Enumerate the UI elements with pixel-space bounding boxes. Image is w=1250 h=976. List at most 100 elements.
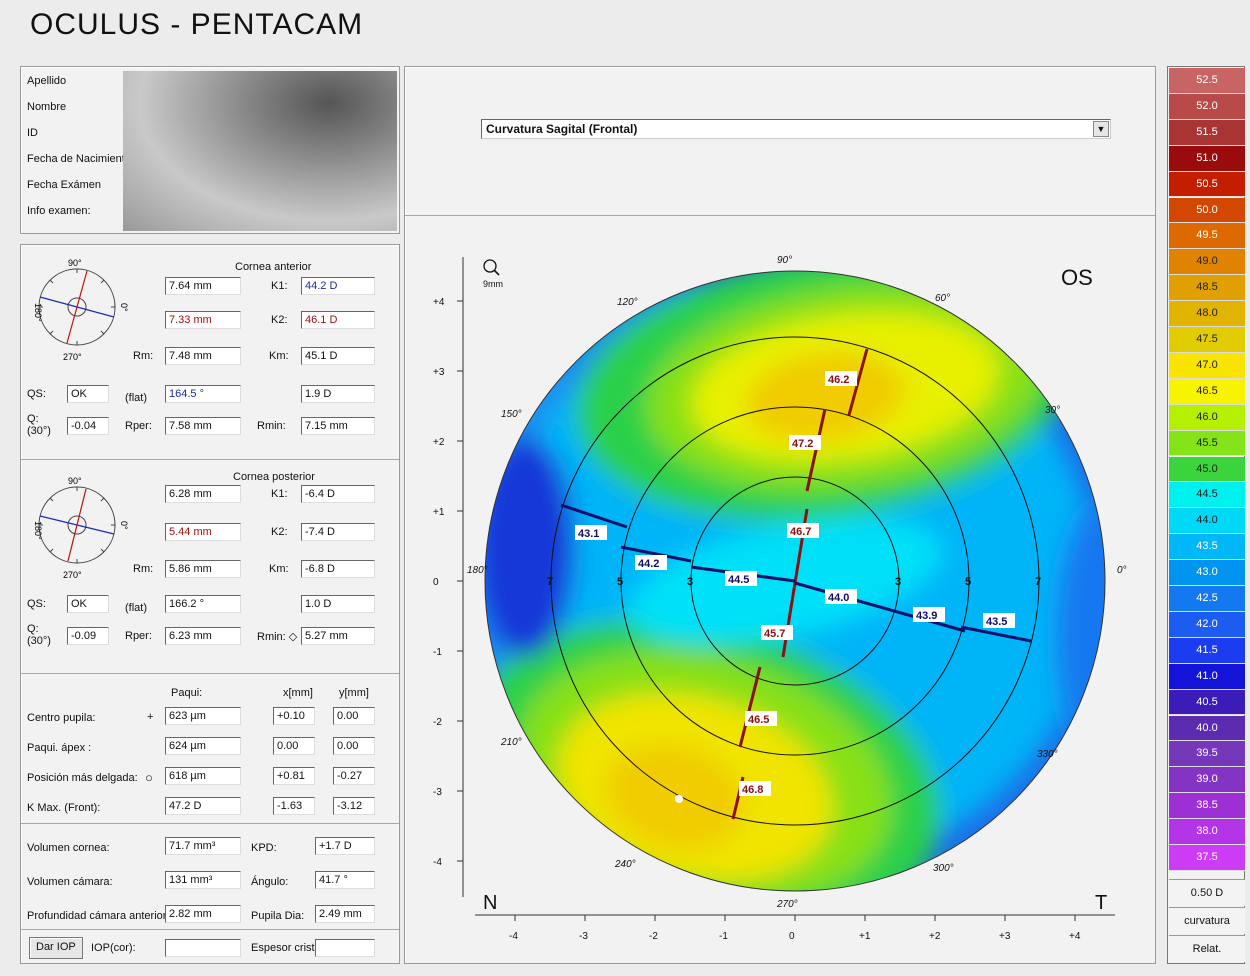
map-type-dropdown[interactable]: Curvatura Sagital (Frontal) ▼ [481, 119, 1111, 139]
ring-7mm [550, 336, 1040, 826]
pachy-row-y[interactable]: 0.00 [333, 707, 375, 725]
vol-camara-field[interactable]: 131 mm³ [165, 871, 241, 889]
pachy-row-y[interactable]: -0.27 [333, 767, 375, 785]
posterior-header: Cornea posterior [233, 471, 315, 483]
anterior-rper-field[interactable]: 7.58 mm [165, 417, 241, 435]
pachy-row-y[interactable]: -3.12 [333, 797, 375, 815]
steep-value: 45.7 [764, 628, 785, 640]
posterior-axis-90: 90° [68, 476, 82, 486]
scale-cell: 46.5 [1169, 378, 1245, 405]
pachy-row-value[interactable]: 624 µm [165, 737, 241, 755]
anterior-rmin-field[interactable]: 7.15 mm [301, 417, 375, 435]
ring-label: 5 [965, 576, 971, 588]
posterior-rmin-field[interactable]: 5.27 mm [301, 627, 375, 645]
posterior-k2-field[interactable]: -7.4 D [301, 523, 375, 541]
posterior-r2-field[interactable]: 5.44 mm [165, 523, 241, 541]
chevron-down-icon[interactable]: ▼ [1093, 121, 1109, 137]
posterior-km-field[interactable]: -6.8 D [301, 560, 375, 578]
angle-label: 120° [617, 297, 638, 308]
anterior-qs-field[interactable]: OK [67, 385, 109, 403]
posterior-rm-label: Rm: [133, 563, 154, 575]
pachy-col-x: x[mm] [283, 687, 313, 699]
flat-value: 44.2 [638, 558, 659, 570]
anterior-km-field[interactable]: 45.1 D [301, 347, 375, 365]
angle-label: 30° [1045, 405, 1060, 416]
anterior-r2-field[interactable]: 7.33 mm [165, 311, 241, 329]
anterior-axis-90: 90° [68, 258, 82, 268]
anterior-k2-field[interactable]: 46.1 D [301, 311, 375, 329]
scale-cell: 48.0 [1169, 301, 1245, 327]
pachy-row-label: Paqui. ápex : [27, 742, 92, 754]
anterior-k1-field[interactable]: 44.2 D [301, 277, 375, 295]
posterior-qs-label: QS: [27, 598, 46, 610]
scale-cell: 50.5 [1169, 171, 1245, 198]
pachy-row-value[interactable]: 623 µm [165, 707, 241, 725]
iop-field[interactable] [165, 939, 241, 957]
angle-label: 60° [935, 293, 950, 304]
posterior-axis-field[interactable]: 166.2 ° [165, 595, 241, 613]
kmax-marker [675, 795, 683, 803]
anterior-r1-field[interactable]: 7.64 mm [165, 277, 241, 295]
pachy-row-x[interactable]: 0.00 [273, 737, 315, 755]
posterior-rm-field[interactable]: 5.86 mm [165, 560, 241, 578]
y-tick-label: +1 [433, 507, 445, 518]
scale-relative[interactable]: Relat. [1169, 935, 1245, 962]
kpd-field[interactable]: +1.7 D [315, 837, 375, 855]
pachy-row-y[interactable]: 0.00 [333, 737, 375, 755]
angle-label: 240° [614, 859, 636, 870]
pachy-row-x[interactable]: +0.81 [273, 767, 315, 785]
dar-iop-button[interactable]: Dar IOP [29, 937, 83, 959]
steep-value: 46.2 [828, 374, 849, 386]
pupila-field[interactable]: 2.49 mm [315, 905, 375, 923]
topography-map: 7 5 3 3 5 7 46.2 47.2 [433, 255, 1127, 942]
scale-cell: 51.5 [1169, 119, 1245, 146]
anterior-astig-field[interactable]: 1.9 D [301, 385, 375, 403]
anterior-rm-field[interactable]: 7.48 mm [165, 347, 241, 365]
pachy-row-value[interactable]: 47.2 D [165, 797, 241, 815]
posterior-qs-field[interactable]: OK [67, 595, 109, 613]
pachy-row-value[interactable]: 618 µm [165, 767, 241, 785]
angle-label: 0° [1117, 565, 1127, 576]
pupila-label: Pupila Dia: [251, 910, 305, 922]
posterior-r1-field[interactable]: 6.28 mm [165, 485, 241, 503]
espesor-label: Espesor crista [251, 942, 321, 954]
scale-cell: 49.0 [1169, 249, 1245, 276]
espesor-field[interactable] [315, 939, 375, 957]
map-header-separator [405, 215, 1155, 216]
scale-mode[interactable]: curvatura [1169, 907, 1245, 934]
posterior-k2-label: K2: [271, 526, 288, 538]
patient-panel: Apellido Nombre ID Fecha de Nacimiento F… [20, 66, 400, 234]
patient-label-info: Info examen: [27, 205, 91, 217]
pachy-row-x[interactable]: +0.10 [273, 707, 315, 725]
anterior-axis-270: 270° [63, 352, 82, 362]
eye-label: OS [1061, 265, 1093, 290]
anterior-rm-label: Rm: [133, 350, 154, 362]
posterior-q-field[interactable]: -0.09 [67, 627, 109, 645]
prof-field[interactable]: 2.82 mm [165, 905, 241, 923]
posterior-k1-field[interactable]: -6.4 D [301, 485, 375, 503]
scale-cell: 42.5 [1169, 586, 1245, 612]
pachy-row-x[interactable]: -1.63 [273, 797, 315, 815]
x-tick-label: -4 [509, 931, 518, 942]
y-tick-label: 0 [433, 577, 439, 588]
scale-cell: 45.5 [1169, 430, 1245, 457]
scale-step[interactable]: 0.50 D [1169, 879, 1245, 906]
flat-value: 43.9 [916, 610, 937, 622]
y-tick-label: +4 [433, 297, 445, 308]
vol-cornea-field[interactable]: 71.7 mm³ [165, 837, 241, 855]
magnifier-icon[interactable] [483, 259, 500, 276]
patient-label-nombre: Nombre [27, 101, 67, 113]
posterior-rper-field[interactable]: 6.23 mm [165, 627, 241, 645]
posterior-q-label: Q: [27, 623, 39, 635]
scale-cell: 41.5 [1169, 637, 1245, 664]
posterior-axis-dial: 90° 270° 180° 0° [33, 476, 129, 580]
posterior-axis-270: 270° [63, 570, 82, 580]
scale-cell: 38.0 [1169, 819, 1245, 845]
y-tick-label: -1 [433, 647, 442, 658]
angulo-field[interactable]: 41.7 ° [315, 871, 375, 889]
pachy-col-y: y[mm] [339, 687, 369, 699]
anterior-axis-field[interactable]: 164.5 ° [165, 385, 241, 403]
anterior-q-field[interactable]: -0.04 [67, 417, 109, 435]
posterior-astig-field[interactable]: 1.0 D [301, 595, 375, 613]
posterior-k1-label: K1: [271, 488, 288, 500]
